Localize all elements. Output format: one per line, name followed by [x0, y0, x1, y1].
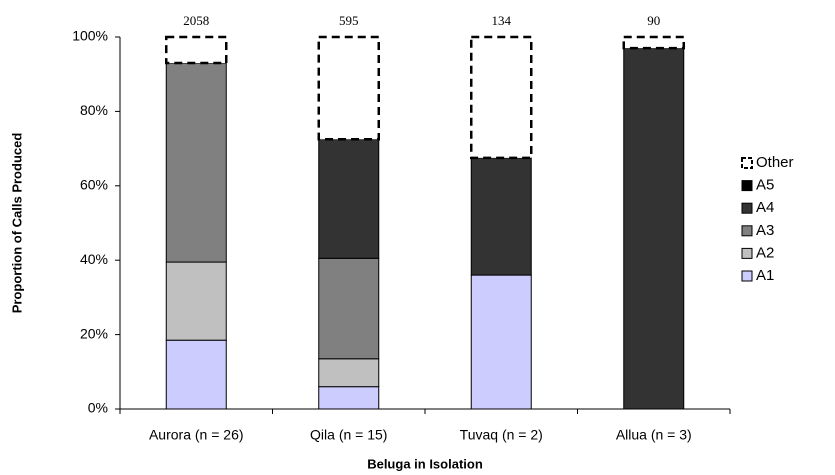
bar-segment [470, 274, 532, 410]
legend-label: A2 [756, 244, 774, 261]
legend-label: A3 [756, 222, 774, 239]
x-axis-title: Beluga in Isolation [367, 456, 483, 471]
bar-segment [470, 157, 532, 276]
bar-segment [317, 35, 380, 141]
x-tick-label: Allua (n = 3) [616, 427, 692, 443]
bar-segment [165, 35, 228, 65]
total-label: 595 [339, 13, 359, 28]
y-tick-label: 80% [80, 102, 108, 118]
legend-label: Other [756, 154, 794, 171]
x-tick-label: Tuvaq (n = 2) [460, 427, 543, 443]
y-tick-label: 0% [88, 400, 108, 416]
y-tick-label: 60% [80, 177, 108, 193]
y-tick-label: 40% [80, 251, 108, 267]
legend-swatch [741, 247, 753, 259]
bar-segment [165, 62, 227, 263]
bar-segment [318, 386, 380, 410]
legend-label: A1 [756, 267, 774, 284]
legend-swatch [741, 225, 753, 237]
bar-segment [318, 138, 380, 259]
bar-segment [165, 261, 227, 341]
total-label: 90 [647, 13, 660, 28]
legend-label: A5 [756, 177, 774, 194]
legend-swatch [741, 202, 753, 214]
y-axis-title: Proportion of Calls Produced [9, 133, 24, 314]
bar-segment [623, 47, 685, 410]
legend-swatch [741, 270, 753, 282]
legend-label: A4 [756, 199, 774, 216]
bar-segment [318, 257, 380, 360]
bar-segment [470, 35, 533, 160]
legend-swatch [741, 157, 753, 169]
y-tick-label: 100% [72, 28, 108, 44]
bar-segment [318, 358, 380, 388]
x-tick-label: Aurora (n = 26) [149, 427, 244, 443]
bar-segment [165, 339, 227, 410]
x-tick-label: Qila (n = 15) [310, 427, 387, 443]
y-tick-label: 20% [80, 325, 108, 341]
legend-swatch [741, 180, 753, 192]
bar-segment [622, 35, 685, 50]
total-label: 134 [492, 13, 512, 28]
total-label: 2058 [183, 13, 209, 28]
